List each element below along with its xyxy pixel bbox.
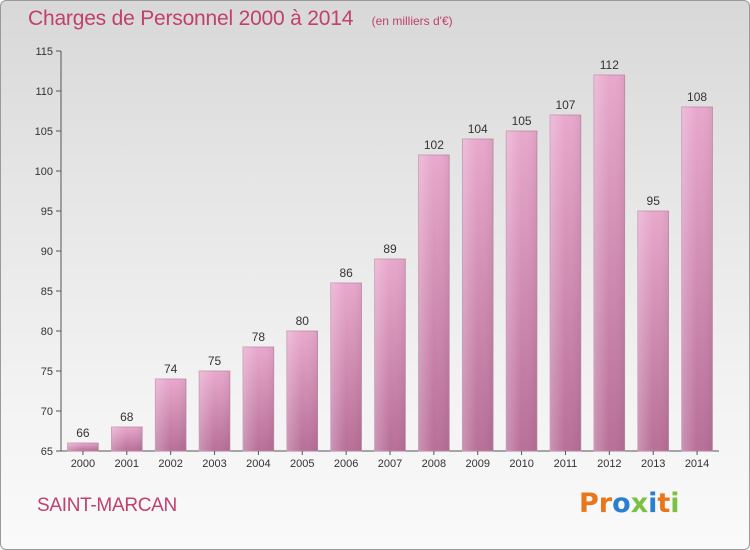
y-tick-label: 70 xyxy=(41,406,53,418)
logo-letter: t xyxy=(657,488,671,519)
bar-value-label: 75 xyxy=(208,354,222,368)
bar-value-label: 102 xyxy=(424,138,444,152)
x-tick-label: 2014 xyxy=(685,458,709,470)
y-tick-label: 105 xyxy=(35,126,53,138)
bar-value-label: 89 xyxy=(383,242,397,256)
bar-highlight xyxy=(506,131,537,451)
x-tick-label: 2011 xyxy=(554,458,578,470)
x-tick-label: 2000 xyxy=(71,458,95,470)
x-tick-label: 2010 xyxy=(509,458,533,470)
y-tick-label: 85 xyxy=(41,286,53,298)
bar-value-label: 105 xyxy=(512,114,532,128)
y-tick-label: 65 xyxy=(41,446,53,458)
y-tick-label: 75 xyxy=(41,366,53,378)
bar-highlight xyxy=(199,371,230,451)
bar-highlight xyxy=(681,107,713,451)
bar-value-label: 74 xyxy=(164,362,178,376)
bar-highlight xyxy=(550,115,581,451)
bar-highlight xyxy=(593,75,625,451)
chart-title: Charges de Personnel 2000 à 2014 xyxy=(28,7,354,30)
bar-highlight xyxy=(286,331,318,451)
bar-highlight xyxy=(418,155,450,451)
y-tick-label: 115 xyxy=(35,46,53,58)
bar-highlight xyxy=(111,427,143,451)
y-tick-label: 80 xyxy=(41,326,53,338)
bar-value-label: 104 xyxy=(468,122,488,136)
x-tick-label: 2004 xyxy=(246,458,270,470)
x-tick-label: 2003 xyxy=(202,458,226,470)
bar-value-label: 107 xyxy=(555,98,575,112)
bar-highlight xyxy=(637,211,669,451)
x-tick-label: 2006 xyxy=(334,458,358,470)
logo-letter: P xyxy=(579,488,599,519)
title-row: Charges de Personnel 2000 à 2014 (en mil… xyxy=(28,7,453,31)
bar-value-label: 68 xyxy=(120,410,134,424)
commune-name: SAINT-MARCAN xyxy=(37,495,177,516)
y-tick-label: 90 xyxy=(41,246,53,258)
logo-letter: x xyxy=(630,488,649,519)
y-tick-label: 110 xyxy=(35,86,53,98)
proxiti-logo: Proxiti xyxy=(579,488,680,519)
x-tick-label: 2002 xyxy=(158,458,182,470)
x-tick-label: 2007 xyxy=(378,458,402,470)
logo-letter: o xyxy=(612,488,631,519)
bar-highlight xyxy=(67,443,99,451)
bar-value-label: 78 xyxy=(252,330,266,344)
bar-value-label: 66 xyxy=(76,426,90,440)
logo-letter: i xyxy=(670,488,680,519)
bar-value-label: 95 xyxy=(647,194,661,208)
bar-value-label: 86 xyxy=(339,266,353,280)
x-tick-label: 2008 xyxy=(422,458,446,470)
logo-letter: i xyxy=(648,488,658,519)
y-tick-label: 95 xyxy=(41,206,53,218)
x-tick-label: 2009 xyxy=(465,458,489,470)
x-tick-label: 2013 xyxy=(641,458,665,470)
bar-highlight xyxy=(374,259,406,451)
chart-subtitle: (en milliers d'€) xyxy=(371,14,453,28)
bar-value-label: 112 xyxy=(600,58,619,72)
x-tick-label: 2001 xyxy=(115,458,139,470)
bar-highlight xyxy=(243,347,274,451)
x-tick-label: 2005 xyxy=(290,458,314,470)
bar-value-label: 108 xyxy=(687,90,707,104)
logo-letter: r xyxy=(598,488,613,519)
bar-value-label: 80 xyxy=(296,314,310,328)
bar-highlight xyxy=(330,283,362,451)
bar-highlight xyxy=(155,379,187,451)
y-tick-label: 100 xyxy=(35,166,53,178)
x-tick-label: 2012 xyxy=(597,458,621,470)
bar-highlight xyxy=(462,139,494,451)
